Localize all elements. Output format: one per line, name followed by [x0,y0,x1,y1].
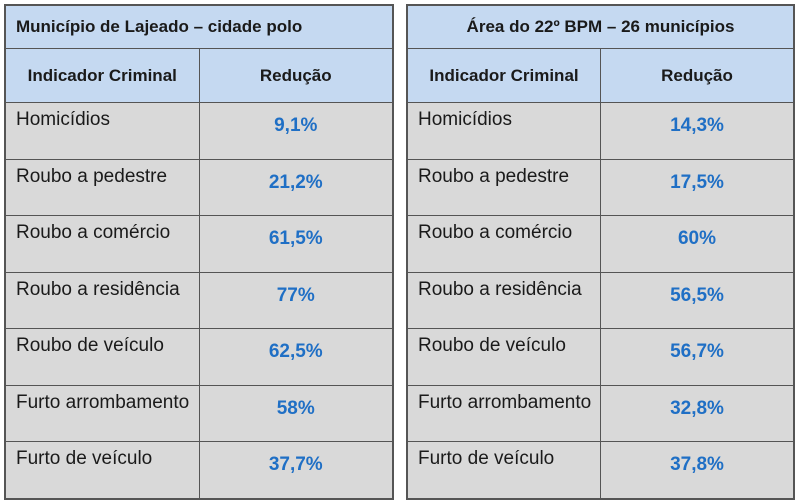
table-row: Roubo a residência 56,5% [407,271,794,330]
bpm-area-table: Área do 22º BPM – 26 municípios Indicado… [407,5,794,499]
indicator-cell: Roubo a pedestre [5,158,200,217]
reduction-cell: 37,8% [600,441,794,499]
column-header-reduction: Redução [600,48,794,103]
indicator-cell: Furto arrombamento [5,384,200,443]
reduction-cell: 21,2% [198,158,393,217]
indicator-cell: Homicídios [407,102,601,160]
table-row: Homicídios 14,3% [407,102,794,160]
reduction-cell: 56,7% [600,328,794,386]
indicator-cell: Roubo a pedestre [407,158,601,217]
column-header-indicator: Indicador Criminal [5,48,200,103]
indicator-cell: Furto de veículo [407,441,601,499]
bpm-area-table-panel: Área do 22º BPM – 26 municípios Indicado… [406,4,795,500]
indicator-cell: Roubo a residência [5,271,200,330]
table-row: Roubo a pedestre 21,2% [5,158,393,217]
column-header-reduction: Redução [198,48,393,103]
table-row: Furto de veículo 37,8% [407,441,794,499]
reduction-cell: 37,7% [198,441,393,499]
table-row: Homicídios 9,1% [5,102,393,160]
table-title: Área do 22º BPM – 26 municípios [407,5,794,49]
reduction-cell: 17,5% [600,158,794,217]
indicator-cell: Roubo a residência [407,271,601,330]
reduction-cell: 32,8% [600,384,794,443]
indicator-cell: Roubo a comércio [5,215,200,273]
reduction-cell: 58% [198,384,393,443]
table-row: Roubo a comércio 60% [407,215,794,273]
lajeado-table-panel: Município de Lajeado – cidade polo Indic… [4,4,394,500]
indicator-cell: Furto arrombamento [407,384,601,443]
table-row: Roubo a residência 77% [5,271,393,330]
reduction-cell: 60% [600,215,794,273]
reduction-cell: 9,1% [198,102,393,160]
reduction-cell: 62,5% [198,328,393,386]
reduction-cell: 56,5% [600,271,794,330]
lajeado-table: Município de Lajeado – cidade polo Indic… [5,5,393,499]
table-row: Roubo a pedestre 17,5% [407,158,794,217]
table-title: Município de Lajeado – cidade polo [5,5,393,49]
table-row: Roubo a comércio 61,5% [5,215,393,273]
indicator-cell: Roubo de veículo [5,328,200,386]
indicator-cell: Roubo a comércio [407,215,601,273]
reduction-cell: 14,3% [600,102,794,160]
table-row: Roubo de veículo 62,5% [5,328,393,386]
indicator-cell: Homicídios [5,102,200,160]
column-header-indicator: Indicador Criminal [407,48,601,103]
table-row: Furto arrombamento 58% [5,384,393,443]
reduction-cell: 61,5% [198,215,393,273]
indicator-cell: Furto de veículo [5,441,200,499]
table-row: Furto arrombamento 32,8% [407,384,794,443]
table-row: Furto de veículo 37,7% [5,441,393,499]
table-row: Roubo de veículo 56,7% [407,328,794,386]
indicator-cell: Roubo de veículo [407,328,601,386]
reduction-cell: 77% [198,271,393,330]
